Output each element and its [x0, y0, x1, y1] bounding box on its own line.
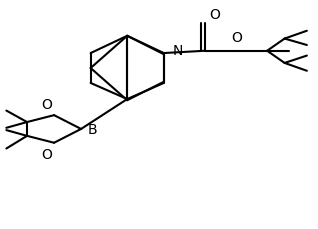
- Text: O: O: [42, 147, 52, 161]
- Text: O: O: [42, 98, 52, 112]
- Text: O: O: [232, 31, 242, 45]
- Text: O: O: [209, 8, 220, 22]
- Text: N: N: [173, 44, 183, 58]
- Text: B: B: [88, 123, 98, 136]
